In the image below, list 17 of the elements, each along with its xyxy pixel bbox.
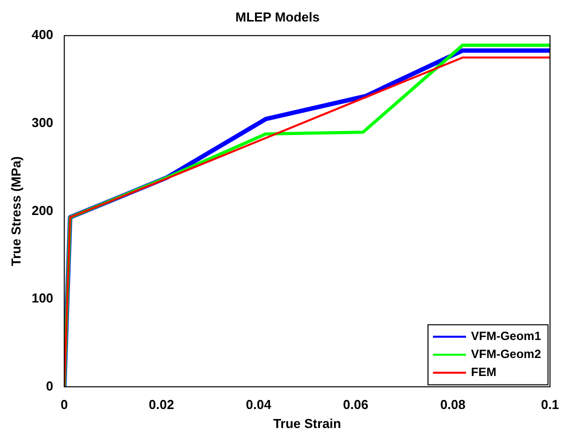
legend-label: VFM-Geom2 xyxy=(470,347,542,362)
legend-label: FEM xyxy=(470,365,496,380)
x-tick-label: 0.08 xyxy=(440,397,466,412)
x-tick-label: 0.02 xyxy=(148,397,174,412)
y-tick-label: 300 xyxy=(32,114,54,130)
y-axis-title: True Stress (MPa) xyxy=(8,156,24,266)
y-tick-label: 100 xyxy=(32,290,54,306)
x-tick-label: 0 xyxy=(60,397,68,412)
y-tick-label: 400 xyxy=(32,27,54,42)
legend-label: VFM-Geom1 xyxy=(470,329,542,344)
x-axis-title: True Strain xyxy=(273,416,342,431)
y-tick-label: 200 xyxy=(32,202,54,218)
chart-title: MLEP Models xyxy=(235,9,320,24)
y-tick-label: 0 xyxy=(46,378,54,394)
x-tick-label: 0.06 xyxy=(343,397,368,412)
x-tick-label: 0.04 xyxy=(246,397,272,412)
x-tick-label: 0.1 xyxy=(540,397,560,412)
